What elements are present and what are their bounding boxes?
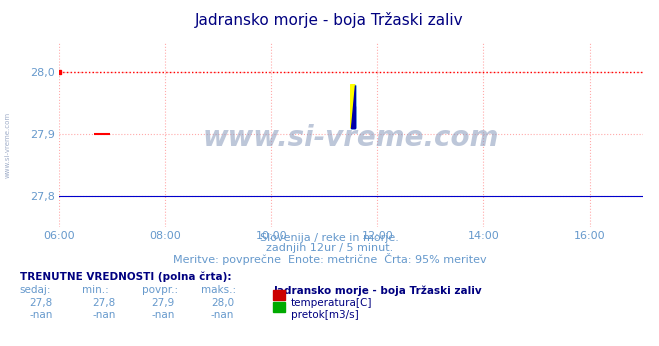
Polygon shape — [351, 85, 355, 128]
Text: pretok[m3/s]: pretok[m3/s] — [291, 310, 358, 320]
Polygon shape — [351, 85, 355, 128]
Text: Meritve: povprečne  Enote: metrične  Črta: 95% meritev: Meritve: povprečne Enote: metrične Črta:… — [173, 253, 486, 265]
Text: maks.:: maks.: — [201, 285, 236, 295]
Text: TRENUTNE VREDNOSTI (polna črta):: TRENUTNE VREDNOSTI (polna črta): — [20, 272, 231, 282]
Text: 27,8: 27,8 — [30, 298, 53, 308]
Text: www.si-vreme.com: www.si-vreme.com — [5, 112, 11, 179]
Text: -nan: -nan — [211, 310, 234, 320]
Polygon shape — [351, 85, 355, 128]
Text: -nan: -nan — [92, 310, 115, 320]
Text: -nan: -nan — [30, 310, 53, 320]
Text: sedaj:: sedaj: — [20, 285, 51, 295]
Polygon shape — [351, 85, 355, 128]
Text: 28,0: 28,0 — [211, 298, 234, 308]
Text: temperatura[C]: temperatura[C] — [291, 298, 372, 308]
Text: Slovenija / reke in morje.: Slovenija / reke in morje. — [260, 233, 399, 243]
Text: Jadransko morje - boja Tržaski zaliv: Jadransko morje - boja Tržaski zaliv — [195, 12, 464, 28]
Text: Jadransko morje - boja Tržaski zaliv: Jadransko morje - boja Tržaski zaliv — [273, 285, 482, 296]
Text: 27,8: 27,8 — [92, 298, 115, 308]
Text: povpr.:: povpr.: — [142, 285, 178, 295]
Polygon shape — [351, 85, 355, 128]
Polygon shape — [351, 106, 355, 128]
Text: zadnjih 12ur / 5 minut.: zadnjih 12ur / 5 minut. — [266, 243, 393, 253]
Polygon shape — [351, 85, 355, 128]
Text: -nan: -nan — [152, 310, 175, 320]
Text: min.:: min.: — [82, 285, 109, 295]
Text: 27,9: 27,9 — [152, 298, 175, 308]
Text: www.si-vreme.com: www.si-vreme.com — [203, 124, 499, 152]
